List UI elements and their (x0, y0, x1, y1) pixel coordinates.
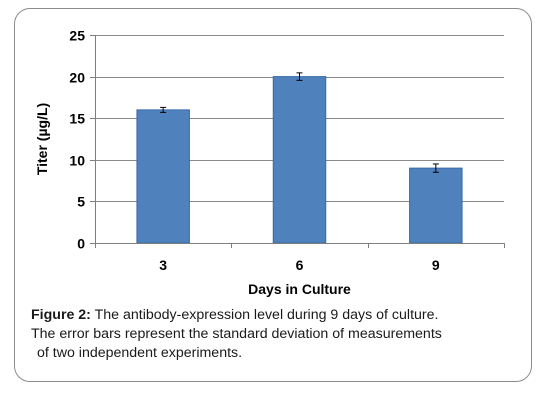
bar-chart: 0 5 10 15 20 25 3 6 9 Titer (µg/L) Days in Cultu… (34, 28, 505, 297)
x-axis-title: Days in Culture (248, 281, 351, 297)
y-axis-title: Titer (µg/L) (34, 103, 50, 175)
axes (90, 35, 505, 248)
bars (136, 72, 463, 244)
bar (136, 109, 190, 244)
y-tick-label: 15 (69, 111, 85, 127)
y-tick-label: 25 (69, 28, 85, 44)
y-tick-label: 5 (77, 194, 85, 210)
y-tick-label: 0 (77, 236, 85, 252)
x-tick-label: 6 (296, 257, 304, 273)
y-tick-label: 20 (69, 70, 85, 86)
y-tick-label: 10 (69, 153, 85, 169)
figure-caption: Figure 2: The antibody-expression level … (31, 306, 511, 363)
tick-labels: 0 5 10 15 20 25 3 6 9 (69, 28, 440, 274)
x-tick-label: 3 (159, 257, 167, 273)
caption-line-1: Figure 2: The antibody-expression level … (31, 306, 511, 325)
figure-frame (14, 8, 532, 382)
bar (272, 76, 327, 244)
caption-line-2: The error bars represent the standard de… (31, 326, 442, 342)
caption-text-1: The antibody-expression level during 9 d… (90, 307, 439, 323)
caption-label: Figure 2: (31, 307, 91, 323)
x-tick-label: 9 (432, 257, 440, 273)
bar (409, 167, 463, 244)
caption-line-3: of two independent experiments. (37, 345, 243, 361)
